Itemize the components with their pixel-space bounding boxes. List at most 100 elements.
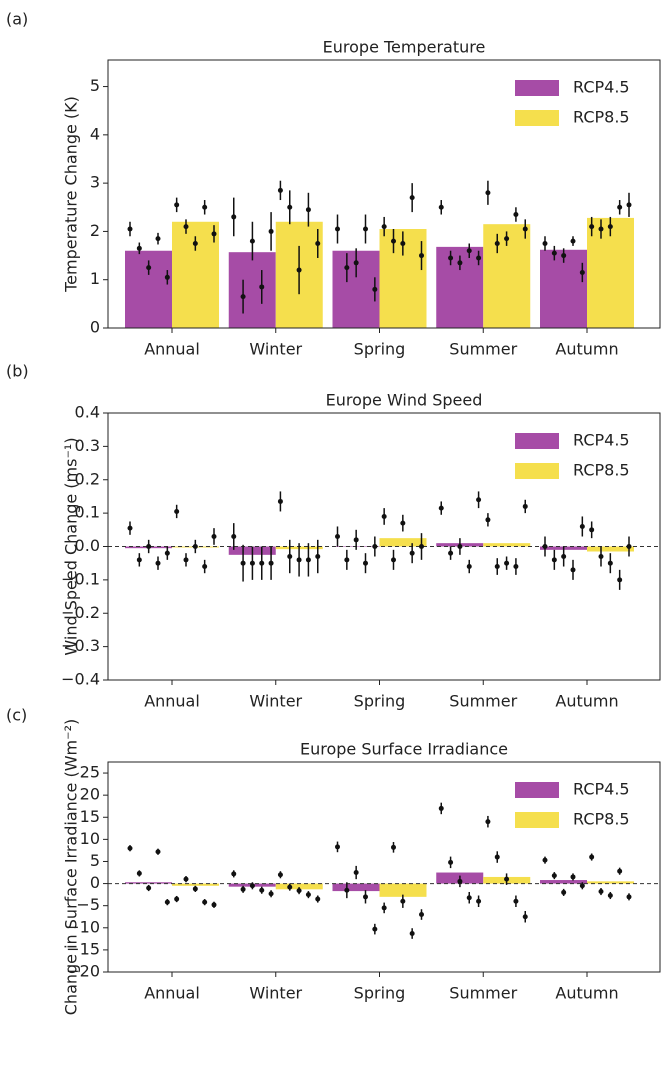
legend-label: RCP4.5: [573, 78, 630, 97]
model-point: [353, 260, 359, 266]
model-point: [391, 844, 396, 850]
legend-label: RCP8.5: [573, 810, 630, 829]
model-point: [598, 889, 604, 895]
y-tick-label: 5: [90, 851, 100, 870]
model-point: [146, 885, 152, 891]
bar: [332, 883, 380, 892]
model-point: [485, 190, 491, 196]
legend-label: RCP8.5: [573, 108, 630, 127]
model-point: [438, 505, 444, 511]
model-point: [202, 204, 208, 210]
model-point: [448, 255, 454, 261]
model-point: [522, 503, 528, 509]
x-tick-label: Autumn: [555, 340, 618, 359]
model-point: [192, 886, 198, 892]
model-point: [296, 267, 302, 273]
model-point: [409, 550, 415, 556]
model-point: [146, 265, 152, 271]
model-point: [419, 253, 424, 259]
model-point: [579, 883, 585, 889]
model-point: [259, 887, 265, 893]
legend-label: RCP4.5: [573, 780, 630, 799]
y-tick-label: −20: [66, 962, 100, 981]
model-point: [570, 238, 576, 244]
y-tick-label: 5: [90, 76, 100, 95]
model-point: [287, 204, 293, 210]
model-point: [561, 554, 567, 560]
plot-frame: [107, 761, 661, 973]
model-point: [381, 905, 387, 911]
model-point: [249, 238, 255, 244]
bar: [275, 883, 323, 890]
model-point: [231, 214, 237, 220]
model-point: [607, 224, 613, 230]
x-tick-label: Annual: [144, 692, 200, 711]
model-point: [192, 240, 198, 246]
model-point: [391, 238, 396, 244]
x-tick-label: Winter: [249, 340, 302, 359]
y-tick-label: 15: [80, 807, 100, 826]
model-point: [268, 891, 274, 897]
model-point: [522, 914, 528, 920]
model-point: [448, 550, 454, 556]
model-point: [155, 236, 161, 242]
model-point: [192, 544, 198, 549]
model-point: [617, 577, 623, 583]
model-point: [136, 557, 142, 563]
model-point: [315, 896, 321, 902]
model-point: [504, 876, 510, 882]
y-tick-label: 0.2: [75, 469, 100, 488]
model-point: [494, 854, 500, 860]
model-point: [363, 894, 368, 900]
model-point: [287, 554, 293, 560]
y-tick-label: −0.3: [61, 636, 100, 655]
bar: [228, 252, 276, 328]
model-point: [476, 497, 482, 503]
model-point: [136, 870, 142, 876]
model-point: [504, 560, 510, 566]
model-point: [513, 212, 519, 218]
model-point: [561, 889, 567, 895]
model-point: [305, 892, 311, 898]
legend-swatch: [515, 110, 559, 126]
x-tick-label: Autumn: [555, 692, 618, 711]
y-tick-label: 0.3: [75, 436, 100, 455]
model-point: [466, 895, 472, 901]
x-tick-label: Summer: [449, 984, 517, 1003]
model-point: [438, 204, 444, 210]
model-point: [344, 265, 350, 271]
model-point: [211, 902, 217, 908]
model-point: [372, 926, 378, 932]
panel-label: (b): [6, 362, 29, 381]
model-point: [409, 195, 415, 201]
model-point: [315, 554, 321, 560]
model-point: [155, 849, 161, 855]
y-tick-label: −0.2: [61, 603, 100, 622]
model-point: [409, 931, 415, 937]
bar: [483, 543, 531, 547]
bar: [125, 882, 172, 884]
model-point: [598, 554, 604, 560]
x-tick-label: Spring: [354, 692, 406, 711]
bar: [587, 881, 634, 884]
x-tick-label: Spring: [354, 984, 406, 1003]
chart-title: Europe Wind Speed: [326, 391, 483, 410]
model-point: [570, 874, 576, 880]
y-tick-label: −5: [76, 895, 100, 914]
bar: [379, 883, 427, 897]
model-point: [476, 898, 482, 904]
model-point: [183, 876, 189, 882]
y-tick-label: 4: [90, 124, 100, 143]
model-point: [391, 557, 396, 563]
x-tick-label: Annual: [144, 340, 200, 359]
model-point: [296, 557, 302, 563]
model-point: [183, 557, 189, 563]
model-point: [155, 560, 161, 566]
x-tick-label: Winter: [249, 984, 302, 1003]
model-point: [551, 250, 557, 256]
model-point: [476, 255, 482, 261]
model-point: [466, 248, 472, 254]
model-point: [381, 513, 387, 519]
model-point: [419, 544, 424, 549]
